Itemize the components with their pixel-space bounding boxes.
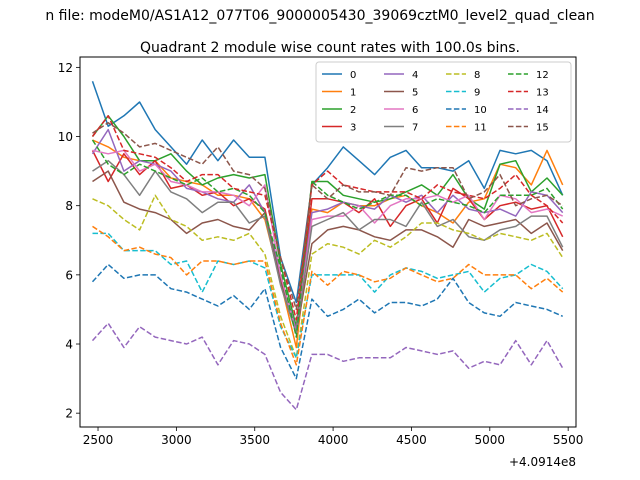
- x-axis-offset-label: +4.0914e8: [509, 455, 576, 469]
- series-line-13: [91, 115, 564, 321]
- legend-label-10: 10: [474, 105, 487, 116]
- legend-label-4: 4: [412, 70, 418, 81]
- x-tick-label: 4500: [396, 433, 427, 447]
- figure-suptitle: n file: modeM0/AS1A12_077T06_9000005430_…: [45, 8, 594, 24]
- legend-box: [315, 61, 572, 143]
- y-tick-label: 2: [65, 407, 73, 421]
- series-line-11: [92, 225, 564, 366]
- legend-label-7: 7: [412, 123, 418, 134]
- series-line-10: [91, 263, 564, 380]
- legend-label-8: 8: [474, 70, 480, 81]
- series-line-7: [92, 159, 564, 335]
- legend-label-3: 3: [350, 123, 356, 134]
- series-line-0: [91, 80, 564, 304]
- legend-label-12: 12: [536, 70, 549, 81]
- legend-label-14: 14: [536, 105, 549, 116]
- series-line-8: [92, 194, 564, 359]
- legend-label-9: 9: [474, 88, 480, 99]
- legend-label-15: 15: [536, 123, 549, 134]
- series-line-3: [91, 150, 564, 331]
- x-tick-label: 4000: [318, 433, 349, 447]
- y-tick-label: 10: [58, 130, 73, 144]
- legend-label-5: 5: [412, 88, 418, 99]
- y-axis: 2 4 6 8 10 12: [58, 61, 80, 421]
- legend-label-0: 0: [350, 70, 356, 81]
- series-line-9: [92, 232, 564, 359]
- y-tick-label: 4: [65, 338, 73, 352]
- x-tick-label: 2500: [83, 433, 114, 447]
- series-line-12: [91, 139, 564, 338]
- legend-label-6: 6: [412, 105, 418, 116]
- chart-title: Quadrant 2 module wise count rates with …: [140, 40, 520, 56]
- series-line-2: [91, 115, 564, 328]
- series-line-14: [91, 322, 564, 411]
- series-line-6: [92, 149, 564, 335]
- x-tick-label: 5500: [553, 433, 584, 447]
- legend-label-11: 11: [474, 123, 487, 134]
- x-tick-label: 3000: [161, 433, 192, 447]
- x-axis: 2500 3000 3500 4000 4500 5000 5500: [83, 427, 584, 447]
- y-tick-label: 6: [65, 268, 73, 282]
- legend-label-1: 1: [350, 88, 356, 99]
- legend-label-13: 13: [536, 88, 549, 99]
- series-line-1: [92, 139, 564, 349]
- x-tick-label: 3500: [239, 433, 270, 447]
- y-tick-label: 12: [58, 61, 73, 75]
- x-tick-label: 5000: [475, 433, 506, 447]
- series-layer: [91, 80, 564, 411]
- plot-frame: [79, 56, 577, 428]
- y-tick-label: 8: [65, 199, 73, 213]
- legend-label-2: 2: [350, 105, 356, 116]
- series-line-15: [92, 121, 564, 311]
